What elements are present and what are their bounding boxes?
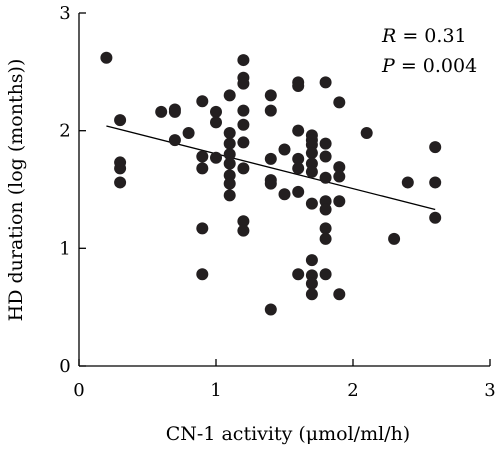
data-point-65 bbox=[319, 195, 332, 208]
data-point-54 bbox=[305, 157, 318, 170]
data-point-66 bbox=[319, 203, 332, 216]
data-point-5 bbox=[155, 105, 168, 118]
x-tick-label-1: 1 bbox=[210, 380, 221, 401]
y-tick-label-1: 1 bbox=[59, 238, 70, 259]
data-point-26 bbox=[237, 54, 250, 67]
data-point-3 bbox=[114, 162, 127, 175]
data-point-70 bbox=[333, 96, 346, 109]
data-point-61 bbox=[319, 76, 332, 89]
x-tick-label-2: 2 bbox=[347, 380, 358, 401]
data-point-44 bbox=[292, 79, 305, 92]
data-point-16 bbox=[210, 116, 222, 129]
x-axis-title: CN-1 activity (μmol/ml/h) bbox=[166, 423, 410, 445]
y-tick-label-2: 2 bbox=[59, 121, 70, 142]
data-point-4 bbox=[114, 176, 127, 189]
data-point-7 bbox=[168, 105, 181, 118]
data-point-0 bbox=[100, 51, 113, 64]
data-point-57 bbox=[305, 254, 318, 267]
r-value: = 0.31 bbox=[396, 25, 466, 47]
data-point-55 bbox=[305, 165, 318, 178]
data-point-40 bbox=[264, 303, 277, 316]
data-point-64 bbox=[319, 171, 332, 184]
data-point-31 bbox=[237, 136, 250, 149]
data-point-46 bbox=[292, 152, 305, 165]
y-tick-label-0: 0 bbox=[59, 356, 70, 377]
data-point-28 bbox=[237, 77, 250, 90]
data-point-62 bbox=[319, 137, 332, 150]
data-point-71 bbox=[333, 161, 346, 174]
data-point-13 bbox=[196, 222, 209, 235]
data-point-30 bbox=[237, 118, 250, 131]
data-point-14 bbox=[196, 268, 209, 281]
data-point-22 bbox=[223, 157, 236, 170]
p-annotation: P = 0.004 bbox=[381, 55, 477, 77]
data-point-67 bbox=[319, 222, 332, 235]
data-point-11 bbox=[196, 150, 209, 163]
r-label: R bbox=[381, 25, 396, 47]
data-point-75 bbox=[360, 127, 373, 140]
data-point-80 bbox=[429, 211, 442, 224]
data-point-56 bbox=[305, 197, 318, 210]
data-point-63 bbox=[319, 150, 332, 163]
data-point-72 bbox=[333, 170, 346, 183]
data-point-59 bbox=[305, 277, 318, 290]
data-point-12 bbox=[196, 162, 209, 175]
data-point-36 bbox=[264, 104, 277, 117]
data-point-24 bbox=[223, 177, 236, 190]
data-point-1 bbox=[114, 114, 127, 127]
data-point-79 bbox=[429, 176, 442, 189]
data-point-35 bbox=[264, 89, 277, 102]
data-point-76 bbox=[388, 232, 401, 245]
data-point-34 bbox=[237, 224, 250, 237]
data-point-29 bbox=[237, 104, 250, 117]
data-point-33 bbox=[237, 215, 250, 228]
data-point-78 bbox=[429, 141, 442, 154]
y-axis-title: HD duration (log (months)) bbox=[5, 59, 27, 322]
data-point-25 bbox=[223, 189, 236, 202]
data-point-47 bbox=[292, 162, 305, 175]
data-point-53 bbox=[305, 147, 318, 160]
data-point-10 bbox=[196, 95, 209, 108]
data-point-9 bbox=[182, 127, 195, 140]
data-point-69 bbox=[319, 268, 332, 281]
data-point-52 bbox=[305, 138, 318, 151]
data-point-48 bbox=[292, 185, 305, 198]
x-tick-label-3: 3 bbox=[484, 380, 495, 401]
data-point-42 bbox=[278, 188, 291, 201]
y-tick-label-3: 3 bbox=[59, 3, 70, 24]
data-point-73 bbox=[333, 195, 346, 208]
regression-line bbox=[106, 125, 436, 211]
data-point-17 bbox=[210, 151, 222, 164]
data-point-58 bbox=[305, 269, 318, 282]
data-point-45 bbox=[292, 124, 305, 137]
x-tick-label-0: 0 bbox=[73, 380, 84, 401]
data-point-41 bbox=[278, 143, 291, 156]
p-label: P bbox=[381, 55, 396, 77]
data-points bbox=[100, 51, 442, 316]
data-point-21 bbox=[223, 148, 236, 161]
data-point-32 bbox=[237, 162, 250, 175]
data-point-20 bbox=[223, 137, 236, 150]
data-point-23 bbox=[223, 169, 236, 182]
data-point-39 bbox=[264, 177, 277, 190]
data-point-15 bbox=[210, 105, 222, 118]
data-point-68 bbox=[319, 232, 332, 245]
data-point-74 bbox=[333, 288, 346, 301]
data-point-18 bbox=[223, 89, 236, 102]
data-point-37 bbox=[264, 152, 277, 165]
data-point-77 bbox=[401, 176, 414, 189]
data-point-8 bbox=[168, 134, 181, 147]
data-point-19 bbox=[223, 127, 236, 140]
r-annotation: R = 0.31 bbox=[381, 25, 467, 47]
p-value: = 0.004 bbox=[395, 55, 477, 77]
data-point-60 bbox=[305, 288, 318, 301]
data-point-49 bbox=[292, 268, 305, 281]
